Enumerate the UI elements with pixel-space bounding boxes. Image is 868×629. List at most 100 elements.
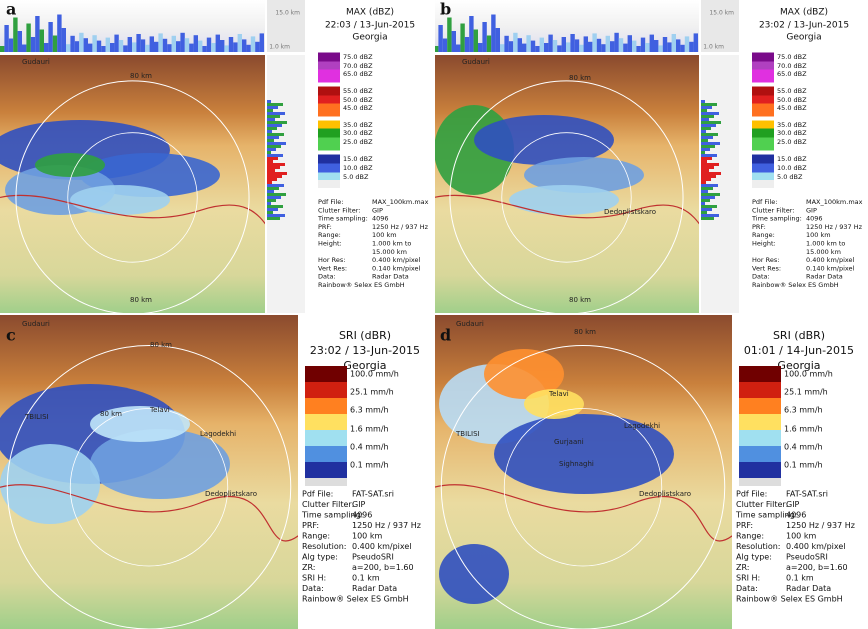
metadata-key: Pdf File:	[752, 198, 777, 206]
color-swatch	[305, 446, 347, 462]
scale-label: 45.0 dBZ	[343, 104, 373, 112]
profile-bar	[158, 33, 162, 52]
metadata-value: 0.1 km	[786, 574, 814, 583]
scale-label: 6.3 mm/h	[784, 406, 823, 415]
profile-bar	[701, 187, 713, 190]
profile-bar	[606, 36, 610, 52]
profile-bar	[500, 44, 504, 52]
color-swatch	[318, 104, 340, 117]
color-swatch	[305, 462, 347, 478]
profile-bar	[84, 38, 88, 52]
profile-label: 1.0 km	[269, 44, 290, 51]
scale-label: 55.0 dBZ	[343, 87, 373, 95]
profile-bar	[57, 15, 61, 53]
profile-bar	[701, 202, 705, 205]
metadata-value: 1.000 km to	[806, 240, 845, 248]
metadata-key: SRI H:	[302, 574, 326, 583]
profile-bar	[185, 38, 189, 52]
metadata-value: 4096	[786, 511, 806, 520]
color-swatch	[318, 53, 340, 62]
profile-bar	[701, 172, 721, 175]
profile-bar	[456, 45, 460, 53]
scale-label: 30.0 dBZ	[343, 129, 373, 137]
scale-label: 75.0 dBZ	[343, 53, 373, 61]
metadata-value: 0.400 km/pixel	[806, 256, 855, 264]
profile-bar	[701, 157, 712, 160]
map-label: Gurjaani	[554, 438, 584, 446]
color-swatch	[305, 366, 347, 382]
metadata-value: FAT-SAT.sri	[786, 490, 828, 499]
scale-label: 0.4 mm/h	[350, 443, 389, 452]
profile-label: 1.0 km	[703, 44, 724, 51]
profile-bar	[672, 34, 676, 52]
credit: Rainbow® Selex ES GmbH	[302, 595, 409, 604]
profile-bar	[267, 127, 277, 130]
profile-bar	[79, 33, 83, 52]
metadata-key: Vert Res:	[318, 264, 347, 272]
scale-label: 25.1 mm/h	[784, 388, 828, 397]
profile-bar	[255, 42, 259, 52]
profile-bar	[267, 196, 281, 199]
precipitation	[70, 185, 170, 215]
profile-bar	[701, 148, 710, 151]
profile-bar	[0, 46, 4, 52]
profile-bar	[101, 46, 105, 52]
profile-bar	[701, 133, 718, 136]
profile-bar	[701, 160, 707, 163]
profile-bar	[13, 18, 17, 53]
metadata-key: Clutter Filter:	[752, 206, 794, 214]
map-label: Telavi	[149, 406, 170, 414]
profile-bar	[584, 36, 588, 52]
metadata-value: 4096	[806, 215, 823, 223]
profile-bar	[267, 103, 283, 106]
metadata-value: 0.140 km/pixel	[372, 264, 421, 272]
profile-bar	[701, 115, 714, 118]
color-swatch	[752, 129, 774, 138]
profile-bar	[531, 41, 535, 52]
profile-bar	[242, 39, 246, 52]
profile-bar	[267, 124, 282, 127]
map-label: Dedoplistskaro	[639, 490, 691, 498]
metadata-value: 100 km	[372, 231, 397, 239]
profile-bar	[562, 37, 566, 52]
profile-bar	[106, 38, 110, 52]
color-swatch	[318, 164, 340, 173]
profile-bar	[522, 44, 526, 52]
metadata-value: 15.000 km	[806, 248, 841, 256]
profile-bar	[610, 41, 614, 52]
profile-bar	[465, 37, 469, 52]
scale-label: 25.1 mm/h	[350, 388, 394, 397]
scale-label: 50.0 dBZ	[343, 96, 373, 104]
profile-label: 15.0 km	[709, 10, 734, 17]
map-label: 80 km	[130, 72, 152, 80]
metadata-key: Data:	[752, 273, 770, 281]
profile-bar	[267, 187, 279, 190]
metadata-value: 1250 Hz / 937 Hz	[806, 223, 863, 231]
profile-bar	[136, 34, 140, 52]
profile-bar	[645, 43, 649, 52]
profile-bar	[267, 169, 275, 172]
profile-bar	[123, 45, 127, 52]
profile-bar	[75, 41, 79, 52]
profile-bar	[267, 151, 271, 154]
metadata-key: PRF:	[736, 521, 753, 530]
profile-bar	[597, 39, 601, 52]
metadata-value: 1250 Hz / 937 Hz	[786, 521, 855, 530]
legend-title: MAX (dBZ)	[780, 8, 828, 18]
profile-bar	[40, 30, 44, 53]
scale-label: 0.1 mm/h	[350, 461, 389, 470]
profile-bar	[267, 118, 275, 121]
metadata-key: Vert Res:	[752, 264, 781, 272]
color-swatch	[305, 430, 347, 446]
profile-bar	[701, 121, 721, 124]
profile-bar	[701, 145, 715, 148]
profile-bar	[641, 38, 645, 52]
scale-label: 1.6 mm/h	[350, 425, 389, 434]
profile-bar	[267, 157, 278, 160]
profile-bar	[198, 41, 202, 52]
profile-bar	[26, 24, 30, 53]
profile-bar	[145, 45, 149, 52]
metadata-key: PRF:	[302, 521, 319, 530]
profile-bar	[701, 163, 719, 166]
map-label: 80 km	[569, 296, 591, 304]
